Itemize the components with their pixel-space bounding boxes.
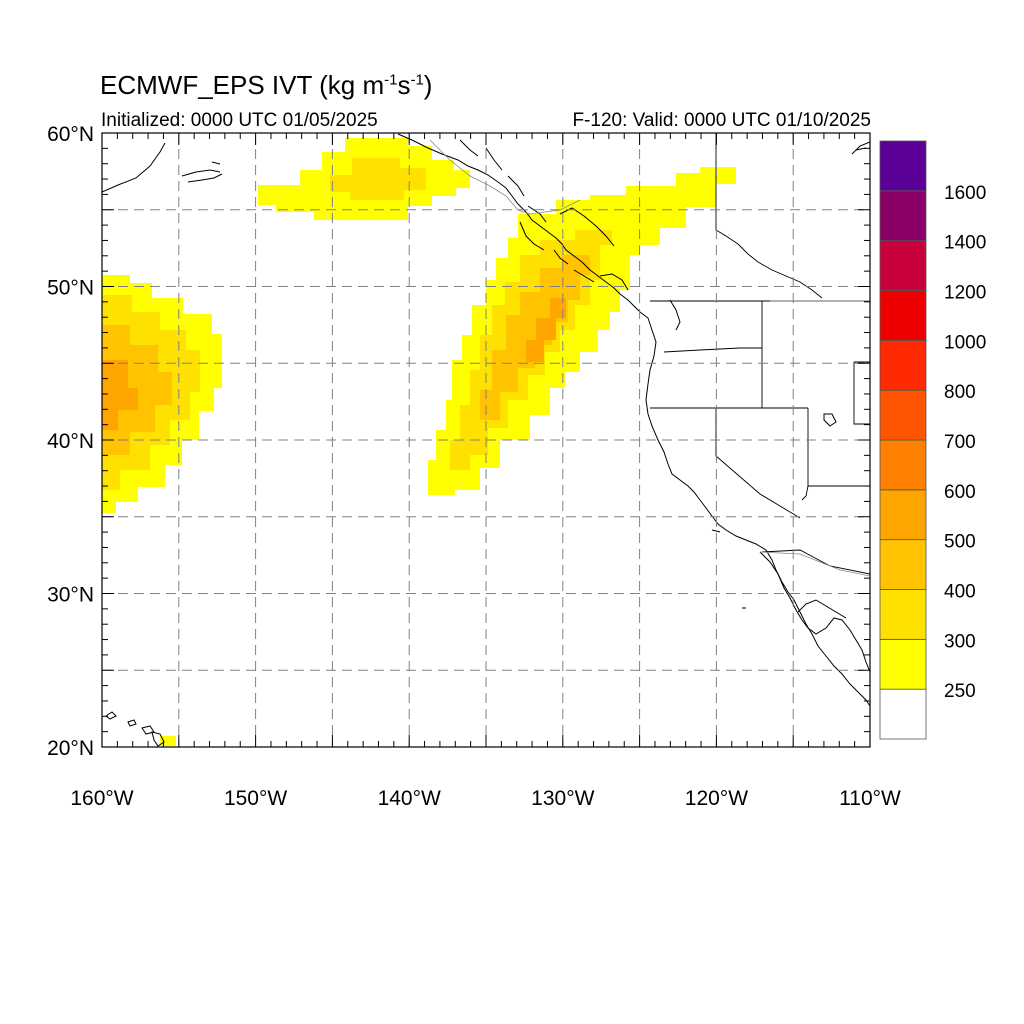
colorbar-swatch	[879, 539, 927, 590]
international-borders	[429, 139, 870, 577]
ivt-plume-pacific-northwest	[428, 167, 736, 495]
lat-tick-label: 20°N	[47, 737, 94, 760]
ivt-shading	[102, 138, 736, 746]
init-time-label: Initialized: 0000 UTC 01/05/2025	[101, 110, 378, 131]
lon-tick-label: 110°W	[839, 787, 901, 810]
colorbar-label: 400	[944, 582, 976, 603]
ivt-plume-west	[102, 275, 222, 513]
colorbar-swatch	[879, 489, 927, 541]
colorbar-swatch	[879, 439, 927, 491]
lat-tick-label: 40°N	[47, 430, 94, 453]
coastlines	[102, 133, 870, 747]
lon-tick-label: 150°W	[224, 787, 287, 810]
lat-tick-label: 50°N	[47, 277, 94, 300]
longitude-labels: 160°W 150°W 140°W 130°W 120°W 110°W	[70, 787, 901, 810]
colorbar-label: 1000	[944, 332, 986, 353]
colorbar-label: 800	[944, 382, 976, 403]
colorbar-swatch	[879, 290, 927, 341]
lat-tick-label: 60°N	[47, 123, 94, 146]
colorbar	[879, 140, 927, 740]
ivt-spot-hawaii	[160, 736, 176, 746]
colorbar-swatch	[879, 589, 927, 640]
colorbar-labels: 250 300 400 500 600 700 800 1000 1200 1400 1600	[944, 183, 986, 702]
title-text: ECMWF_EPS IVT (kg m	[100, 70, 385, 100]
lon-tick-label: 140°W	[378, 787, 441, 810]
colorbar-swatch	[879, 240, 927, 291]
latitude-labels: 20°N 30°N 40°N 50°N 60°N	[47, 123, 94, 760]
ivt-plume-gulf	[258, 138, 470, 220]
valid-time-label: F-120: Valid: 0000 UTC 01/10/2025	[572, 110, 871, 131]
colorbar-label: 1600	[944, 183, 986, 204]
colorbar-swatch	[879, 638, 927, 690]
map-title: ECMWF_EPS IVT (kg m-1s-1)	[100, 70, 432, 101]
colorbar-label: 300	[944, 631, 976, 652]
title-exponent-2: -1	[410, 71, 424, 89]
colorbar-swatch	[879, 389, 927, 441]
title-text-mid: s	[397, 70, 411, 100]
colorbar-swatch	[879, 190, 927, 242]
colorbar-swatch	[879, 140, 927, 192]
colorbar-label: 1400	[944, 233, 986, 254]
lon-tick-label: 160°W	[70, 787, 133, 810]
axis-ticks	[101, 132, 871, 748]
colorbar-label: 500	[944, 532, 976, 553]
map-gridlines	[102, 133, 870, 747]
colorbar-label: 1200	[944, 283, 986, 304]
lon-tick-label: 130°W	[531, 787, 594, 810]
lon-tick-label: 120°W	[685, 787, 748, 810]
colorbar-label: 700	[944, 432, 976, 453]
title-text-close: )	[423, 70, 433, 100]
colorbar-swatch	[879, 688, 927, 740]
colorbar-label: 250	[944, 681, 976, 702]
colorbar-swatch	[879, 339, 927, 391]
title-exponent-1: -1	[384, 71, 398, 89]
lat-tick-label: 30°N	[47, 584, 94, 607]
colorbar-label: 600	[944, 482, 976, 503]
